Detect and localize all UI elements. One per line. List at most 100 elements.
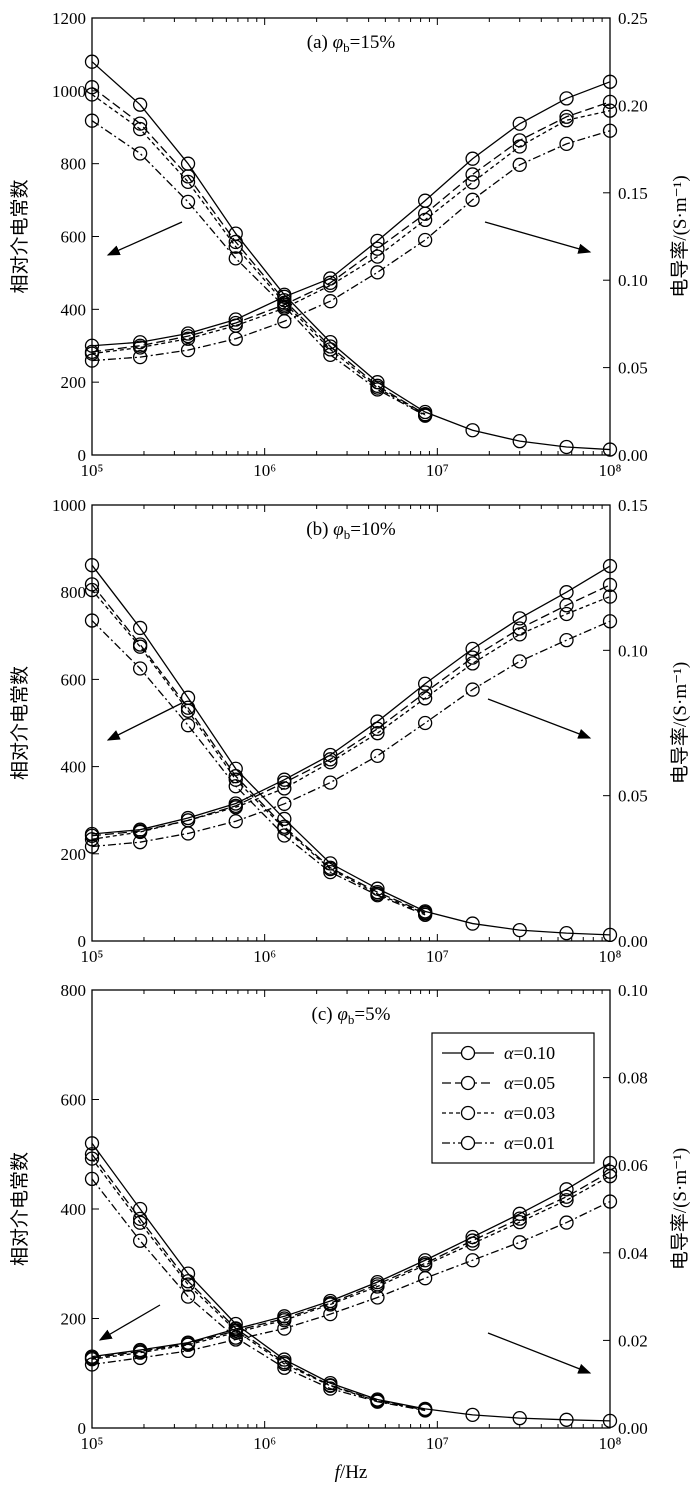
permittivity-series-line [91, 93, 426, 416]
conductivity-data-point [602, 577, 618, 593]
y-left-tick-label: 1000 [52, 82, 86, 101]
conductivity-data-point [559, 113, 574, 128]
permittivity-data-point [132, 1211, 148, 1227]
conductivity-data-point [512, 611, 527, 626]
conductivity-data-point [370, 726, 385, 741]
y-left-tick-label: 600 [61, 670, 87, 689]
y-left-tick-label: 200 [61, 1310, 87, 1329]
conductivity-data-point [84, 1357, 100, 1372]
conductivity-data-point [277, 314, 292, 329]
legend-box [431, 1032, 595, 1164]
right-axis-arrow [484, 221, 592, 254]
permittivity-data-point [465, 423, 480, 438]
conductivity-data-point [602, 1194, 618, 1209]
permittivity-data-point [417, 907, 433, 922]
conductivity-series-line [91, 110, 611, 355]
y-right-tick-label: 0.20 [618, 96, 648, 115]
permittivity-data-point [559, 1412, 574, 1427]
y-right-tick-label: 0.06 [618, 1156, 648, 1175]
y-left-tick-label: 400 [61, 1200, 87, 1219]
permittivity-data-point [512, 922, 527, 938]
permittivity-series-line [91, 1158, 426, 1411]
conductivity-data-point [559, 606, 574, 622]
permittivity-data-point [277, 1356, 292, 1372]
conductivity-data-point [323, 294, 338, 309]
conductivity-data-point [370, 249, 385, 264]
plot-frame [91, 17, 611, 456]
legend-marker [460, 1045, 476, 1061]
legend-marker [460, 1075, 476, 1091]
conductivity-data-point [180, 342, 196, 358]
conductivity-data-point [228, 331, 243, 346]
x-tick-label: 10⁵ [81, 461, 104, 480]
conductivity-data-point [180, 826, 196, 841]
conductivity-data-point [465, 1253, 480, 1268]
conductivity-data-point [559, 91, 574, 106]
permittivity-data-point [323, 1381, 338, 1396]
y-right-tick-label: 0.00 [618, 446, 648, 465]
legend-entry-label: α=0.05 [504, 1073, 555, 1093]
conductivity-data-point [559, 1193, 574, 1208]
permittivity-series-line [91, 1153, 426, 1411]
permittivity-data-point [465, 1407, 480, 1423]
permittivity-data-point [84, 1147, 100, 1162]
y-axis-label-right: 电导率/(S·m⁻¹) [669, 662, 691, 784]
permittivity-data-point [84, 558, 100, 573]
permittivity-data-point [180, 700, 196, 715]
y-left-tick-label: 1200 [52, 9, 86, 28]
conductivity-data-point [465, 650, 480, 665]
permittivity-data-point [277, 828, 292, 843]
conductivity-data-point [132, 349, 148, 365]
x-tick-label: 10⁸ [599, 1434, 622, 1453]
permittivity-data-point [602, 1413, 618, 1429]
conductivity-series-line [91, 130, 611, 362]
chart-panel-c: 10⁵ 10⁶ 10⁷ 10⁸ 0 200 400 600 800 0.00 0.02 0.04 0.0… [9, 981, 691, 1483]
y-right-tick-label: 0.08 [618, 1069, 648, 1088]
conductivity-data-point [228, 800, 243, 815]
conductivity-data-point [512, 157, 527, 172]
permittivity-data-point [180, 194, 196, 210]
permittivity-series-line [91, 61, 611, 451]
conductivity-data-point [370, 1290, 385, 1305]
conductivity-data-point [132, 1345, 148, 1360]
conductivity-data-point [84, 1352, 100, 1367]
conductivity-series-line [91, 1171, 611, 1359]
conductivity-data-point [132, 340, 148, 355]
permittivity-data-point [277, 1360, 292, 1375]
conductivity-series-line [91, 1200, 611, 1366]
conductivity-data-point [602, 74, 618, 89]
conductivity-data-point [417, 715, 433, 731]
conductivity-data-point [370, 1279, 385, 1294]
conductivity-data-point [602, 1164, 618, 1179]
permittivity-data-point [132, 1201, 148, 1217]
y-right-tick-label: 0.25 [618, 9, 648, 28]
y-left-tick-label: 0 [78, 446, 87, 465]
y-left-tick-label: 400 [61, 758, 87, 777]
y-left-tick-label: 800 [61, 583, 87, 602]
permittivity-series-line [91, 120, 426, 417]
conductivity-data-point [277, 1321, 292, 1336]
conductivity-series-line [91, 620, 611, 848]
permittivity-data-point [84, 113, 100, 128]
conductivity-data-point [602, 103, 618, 118]
permittivity-data-point [84, 613, 100, 628]
y-right-tick-label: 0.05 [618, 359, 648, 378]
permittivity-data-point [84, 54, 100, 69]
conductivity-data-point [465, 175, 480, 190]
permittivity-data-point [84, 582, 100, 598]
conductivity-data-point [323, 1306, 338, 1322]
right-axis-arrow [487, 1332, 592, 1374]
x-tick-label: 10⁶ [253, 461, 276, 480]
permittivity-data-point [84, 1136, 100, 1151]
permittivity-data-point [132, 1233, 148, 1248]
conductivity-data-point [417, 212, 433, 228]
conductivity-data-point [84, 839, 100, 854]
conductivity-series-line [91, 1175, 611, 1360]
permittivity-data-point [602, 927, 618, 943]
y-right-tick-label: 0.15 [618, 496, 648, 515]
conductivity-data-point [465, 682, 480, 697]
y-axis-label-left: 相对介电常数 [9, 1152, 31, 1266]
permittivity-data-point [277, 811, 292, 827]
x-tick-label: 10⁷ [426, 947, 449, 966]
